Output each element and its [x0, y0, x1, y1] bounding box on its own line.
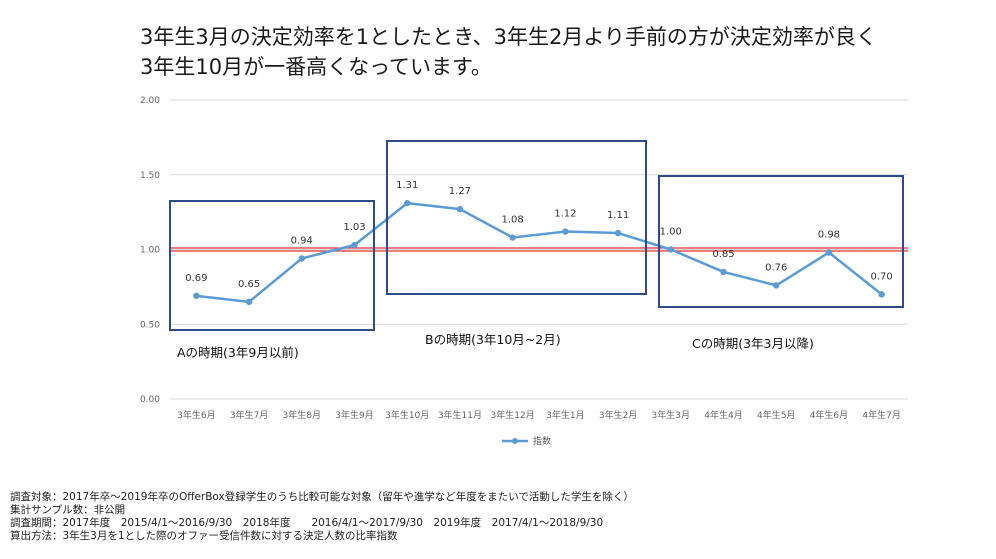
x-tick-label: 4年生7月	[862, 409, 900, 421]
data-label: 1.03	[343, 222, 365, 233]
data-point	[245, 298, 253, 306]
y-tick-label: 0.00	[140, 395, 160, 405]
data-point	[878, 291, 885, 298]
data-point	[456, 205, 464, 213]
data-point	[720, 268, 727, 276]
survey-notes: 調査対象：2017年卒～2019年卒のOfferBox登録学生のうち比較可能な対…	[10, 491, 634, 543]
data-label: 0.76	[765, 262, 787, 273]
note-method: 算出方法：3年生3月を1とした際のオファー受信件数に対する決定人数の比率指数	[10, 530, 398, 542]
data-point	[562, 228, 569, 235]
data-label: 1.27	[449, 186, 471, 197]
period-box	[169, 200, 375, 331]
data-point	[614, 229, 622, 237]
x-tick-label: 3年生10月	[385, 409, 429, 421]
data-label: 0.69	[185, 273, 207, 284]
y-tick-label: 1.00	[140, 246, 160, 256]
x-tick-label: 3年生11月	[438, 409, 482, 421]
x-tick-label: 3年生12月	[491, 409, 535, 421]
data-point	[351, 241, 358, 249]
data-label: 1.31	[396, 180, 418, 191]
headline-line-1: 3年生3月の決定効率を1としたとき、3年生2月より手前の方が決定効率が良く	[140, 25, 877, 49]
line-chart: 0.00 0.50 1.00 1.50 2.00 3年生6月 3年生7月 3年生8月 3年生9月…	[140, 96, 908, 447]
data-label: 0.65	[238, 279, 260, 290]
data-label: 0.94	[291, 235, 313, 246]
x-tick-label: 3年生3月	[652, 409, 690, 421]
data-label: 1.12	[554, 209, 576, 220]
data-point	[825, 249, 833, 256]
x-tick-label: 3年生9月	[335, 409, 373, 421]
headline-line-2: 3年生10月が一番高くなっています。	[140, 55, 492, 79]
data-label: 0.98	[818, 229, 840, 240]
data-label: 0.85	[712, 249, 734, 260]
data-point	[193, 292, 200, 300]
x-tick-label: 3年生1月	[546, 409, 584, 421]
x-tick-label: 3年生2月	[599, 409, 637, 421]
data-point	[298, 255, 305, 262]
chart-headline: 3年生3月の決定効率を1としたとき、3年生2月より手前の方が決定効率が良く 3年…	[140, 22, 877, 82]
series-line	[196, 201, 883, 304]
y-tick-label: 1.50	[140, 171, 160, 181]
data-point	[404, 199, 411, 207]
x-tick-label: 4年生5月	[757, 409, 795, 421]
x-tick-label: 4年生4月	[704, 409, 742, 421]
period-label: Cの時期(3年3月以降)	[692, 336, 814, 351]
x-tick-label: 3年生7月	[230, 409, 268, 421]
period-box	[658, 175, 904, 308]
data-label: 1.11	[607, 210, 629, 221]
data-point	[773, 282, 780, 289]
x-tick-label: 3年生6月	[177, 409, 215, 421]
note-sample-size: 集計サンプル数：非公開	[10, 504, 126, 516]
legend-label: 指数	[533, 435, 551, 447]
data-point	[509, 234, 516, 241]
period-label: Bの時期(3年10月~2月)	[425, 332, 561, 347]
data-label: 1.08	[502, 215, 524, 226]
x-tick-label: 3年生8月	[283, 409, 321, 421]
y-tick-label: 2.00	[140, 96, 160, 106]
note-target: 調査対象：2017年卒～2019年卒のOfferBox登録学生のうち比較可能な対…	[10, 491, 634, 503]
data-label: 1.00	[660, 227, 682, 238]
x-tick-label: 4年生6月	[810, 409, 848, 421]
data-point	[667, 246, 674, 253]
period-label: Aの時期(3年9月以前)	[177, 345, 299, 360]
legend-marker	[512, 438, 518, 444]
y-tick-label: 0.50	[140, 320, 160, 330]
note-period: 調査期間：2017年度 2015/4/1～2016/9/30 2018年度 20…	[10, 517, 604, 529]
data-label: 0.70	[871, 271, 893, 282]
period-box	[386, 140, 647, 295]
